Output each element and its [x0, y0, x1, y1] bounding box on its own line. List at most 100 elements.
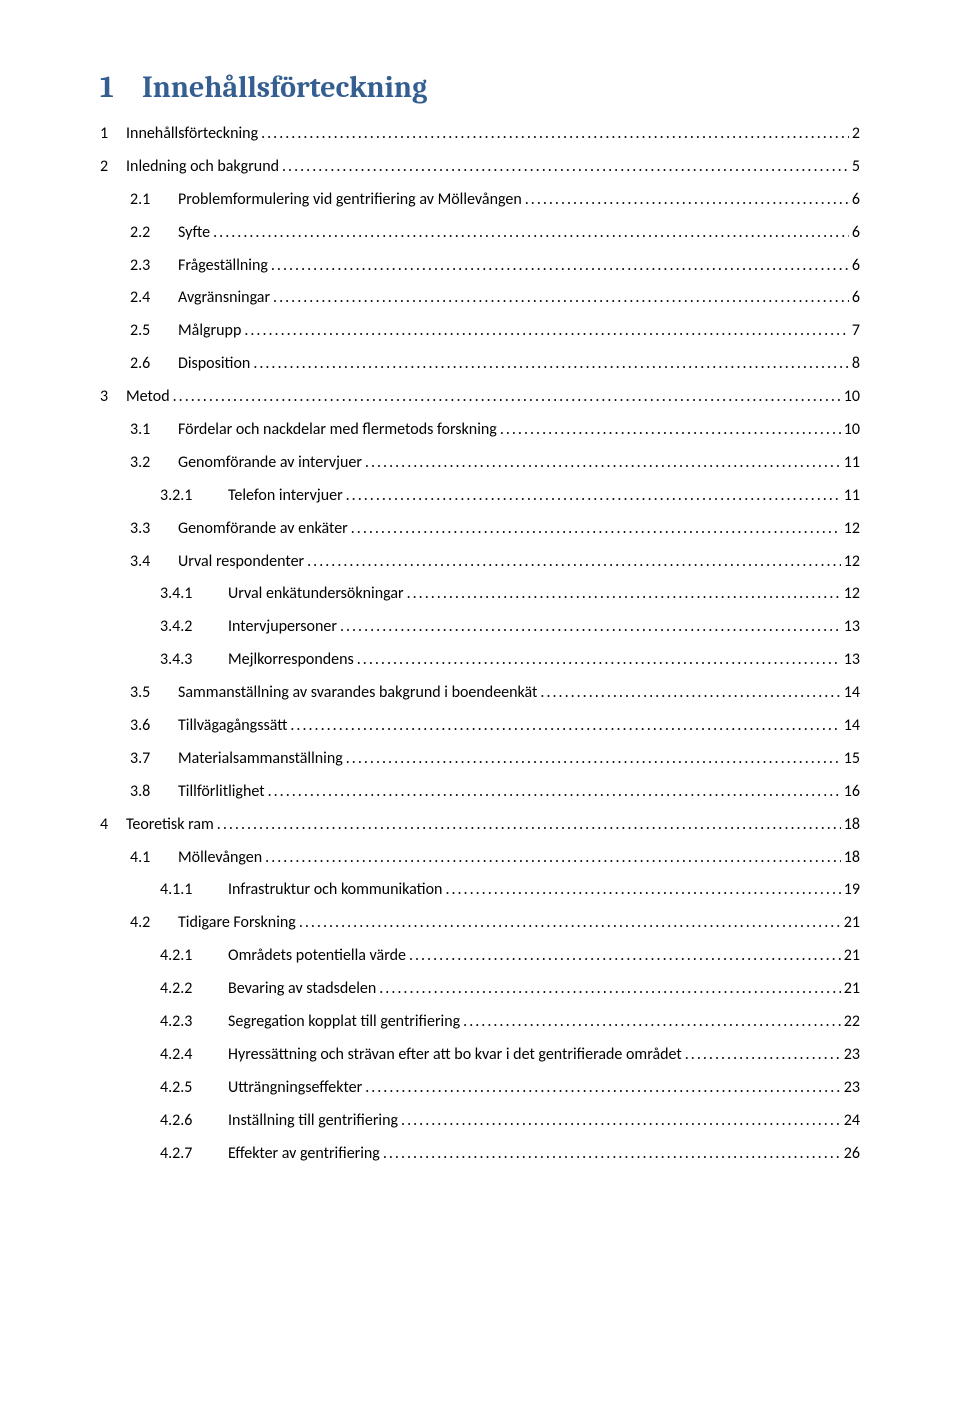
toc-entry[interactable]: 4.2.7Effekter av gentrifiering 26 [100, 1143, 860, 1165]
toc-entry[interactable]: 2.3Frågeställning 6 [100, 255, 860, 277]
toc-leader-dots [500, 419, 841, 441]
toc-entry-page: 15 [844, 748, 860, 770]
toc-entry[interactable]: 3.4Urval respondenter 12 [100, 551, 860, 573]
toc-leader-dots [253, 353, 849, 375]
toc-entry-page: 11 [844, 452, 860, 474]
toc-leader-dots [383, 1143, 841, 1165]
toc-entry[interactable]: 2.4Avgränsningar 6 [100, 287, 860, 309]
toc-entry[interactable]: 4.2.3Segregation kopplat till gentrifier… [100, 1011, 860, 1033]
heading-number: 1 [100, 70, 142, 105]
toc-entry[interactable]: 3.5Sammanställning av svarandes bakgrund… [100, 682, 860, 704]
toc-leader-dots [365, 1077, 841, 1099]
toc-entry[interactable]: 3.4.2Intervjupersoner 13 [100, 616, 860, 638]
toc-entry-page: 14 [844, 715, 860, 737]
toc-entry[interactable]: 4.2.5Utträngningseffekter 23 [100, 1077, 860, 1099]
toc-entry-page: 10 [844, 419, 860, 441]
toc-entry-title: Inledning och bakgrund [126, 156, 279, 178]
toc-leader-dots [525, 189, 849, 211]
toc-leader-dots [379, 978, 841, 1000]
toc-entry-number: 3.4.3 [160, 649, 228, 671]
toc-leader-dots [299, 912, 841, 934]
toc-entry-title: Inställning till gentrifiering [228, 1110, 398, 1132]
toc-entry-number: 1 [100, 123, 126, 145]
toc-entry-page: 12 [844, 518, 860, 540]
toc-leader-dots [282, 156, 849, 178]
toc-entry-title: Utträngningseffekter [228, 1077, 362, 1099]
toc-entry-number: 3.4 [130, 551, 178, 573]
toc-entry[interactable]: 4.2.6Inställning till gentrifiering 24 [100, 1110, 860, 1132]
toc-entry-page: 21 [844, 912, 860, 934]
toc-entry-page: 6 [852, 189, 860, 211]
toc-entry-page: 19 [844, 879, 860, 901]
toc-entry[interactable]: 4.2.2Bevaring av stadsdelen 21 [100, 978, 860, 1000]
toc-entry[interactable]: 3.7Materialsammanställning 15 [100, 748, 860, 770]
toc-entry-number: 3.5 [130, 682, 178, 704]
toc-entry-page: 12 [844, 583, 860, 605]
toc-entry[interactable]: 3.3Genomförande av enkäter 12 [100, 518, 860, 540]
toc-leader-dots [685, 1044, 841, 1066]
toc-leader-dots [409, 945, 841, 967]
toc-entry-number: 3.4.1 [160, 583, 228, 605]
toc-entry-title: Intervjupersoner [228, 616, 337, 638]
toc-entry-title: Tidigare Forskning [178, 912, 296, 934]
toc-entry-title: Hyressättning och strävan efter att bo k… [228, 1044, 682, 1066]
toc-entry[interactable]: 4Teoretisk ram 18 [100, 814, 860, 836]
toc-entry-page: 13 [844, 649, 860, 671]
toc-entry[interactable]: 3.4.1Urval enkätundersökningar 12 [100, 583, 860, 605]
toc-entry[interactable]: 3.1Fördelar och nackdelar med flermetods… [100, 419, 860, 441]
toc-entry-number: 4.2.1 [160, 945, 228, 967]
toc-entry-title: Telefon intervjuer [228, 485, 343, 507]
toc-entry[interactable]: 2.5Målgrupp 7 [100, 320, 860, 342]
toc-entry-number: 3.8 [130, 781, 178, 803]
toc-entry[interactable]: 2.2Syfte 6 [100, 222, 860, 244]
toc-entry[interactable]: 3.6Tillvägagångssätt 14 [100, 715, 860, 737]
toc-entry-page: 5 [852, 156, 860, 178]
toc-entry[interactable]: 1Innehållsförteckning 2 [100, 123, 860, 145]
toc-entry[interactable]: 3.8Tillförlitlighet 16 [100, 781, 860, 803]
toc-entry[interactable]: 2Inledning och bakgrund 5 [100, 156, 860, 178]
toc-leader-dots [445, 879, 840, 901]
toc-entry-title: Disposition [178, 353, 250, 375]
toc-leader-dots [213, 222, 849, 244]
toc-entry[interactable]: 4.1Möllevången 18 [100, 847, 860, 869]
toc-entry[interactable]: 2.1Problemformulering vid gentrifiering … [100, 189, 860, 211]
toc-leader-dots [357, 649, 841, 671]
toc-entry-number: 4.2.2 [160, 978, 228, 1000]
toc-entry-page: 13 [844, 616, 860, 638]
toc-entry-title: Segregation kopplat till gentrifiering [228, 1011, 460, 1033]
toc-entry[interactable]: 4.2.4Hyressättning och strävan efter att… [100, 1044, 860, 1066]
toc-entry-title: Problemformulering vid gentrifiering av … [178, 189, 522, 211]
toc-entry[interactable]: 4.2Tidigare Forskning 21 [100, 912, 860, 934]
toc-entry-page: 23 [844, 1077, 860, 1099]
toc-leader-dots [540, 682, 840, 704]
toc-entry[interactable]: 4.1.1Infrastruktur och kommunikation 19 [100, 879, 860, 901]
toc-entry-page: 18 [844, 814, 860, 836]
toc-entry-title: Mejlkorrespondens [228, 649, 354, 671]
toc-leader-dots [273, 287, 849, 309]
toc-leader-dots [271, 255, 849, 277]
toc-entry-page: 6 [852, 287, 860, 309]
toc-entry[interactable]: 3.2Genomförande av intervjuer 11 [100, 452, 860, 474]
toc-entry-title: Tillförlitlighet [178, 781, 265, 803]
toc-entry-title: Syfte [178, 222, 210, 244]
toc-leader-dots [173, 386, 841, 408]
toc-entry-number: 3.4.2 [160, 616, 228, 638]
toc-entry-page: 21 [844, 978, 860, 1000]
toc-entry-number: 4.2.4 [160, 1044, 228, 1066]
toc-entry-number: 2.6 [130, 353, 178, 375]
toc-entry-page: 21 [844, 945, 860, 967]
toc-entry-title: Urval enkätundersökningar [228, 583, 404, 605]
toc-entry-page: 22 [844, 1011, 860, 1033]
toc-entry[interactable]: 4.2.1Områdets potentiella värde 21 [100, 945, 860, 967]
toc-entry-title: Sammanställning av svarandes bakgrund i … [178, 682, 537, 704]
toc-leader-dots [401, 1110, 841, 1132]
toc-entry[interactable]: 3Metod 10 [100, 386, 860, 408]
toc-entry-number: 4.2.3 [160, 1011, 228, 1033]
toc-entry-number: 2 [100, 156, 126, 178]
toc-entry[interactable]: 3.4.3Mejlkorrespondens 13 [100, 649, 860, 671]
toc-entry[interactable]: 3.2.1Telefon intervjuer 11 [100, 485, 860, 507]
toc-entry[interactable]: 2.6Disposition 8 [100, 353, 860, 375]
toc-leader-dots [268, 781, 841, 803]
toc-entry-number: 4.2 [130, 912, 178, 934]
toc-entry-title: Fördelar och nackdelar med flermetods fo… [178, 419, 497, 441]
